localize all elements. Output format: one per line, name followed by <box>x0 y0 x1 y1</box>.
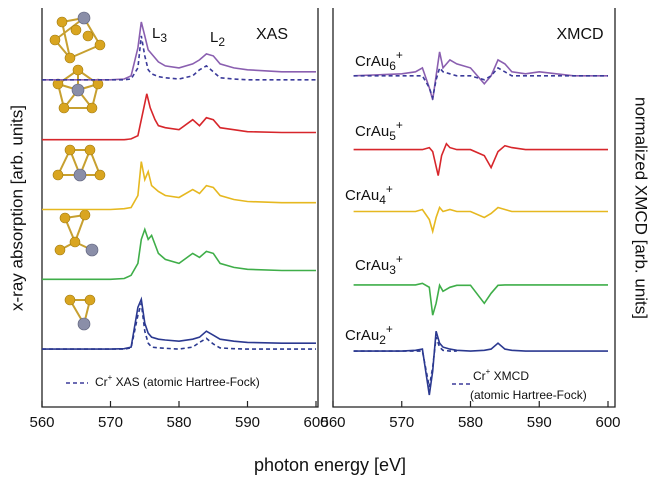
spectrum-line <box>354 283 608 315</box>
x-tick-label: 590 <box>527 414 552 431</box>
series-label-sup: + <box>396 252 403 266</box>
x-tick-label: 570 <box>389 414 414 431</box>
x-tick-label: 570 <box>98 414 123 431</box>
x-tick-label: 600 <box>595 414 620 431</box>
spectrum-line <box>354 144 608 176</box>
x-tick-label: 560 <box>29 414 54 431</box>
y-axis-label: normalized XMCD [arb. units] <box>632 97 651 319</box>
x-tick-label: 590 <box>235 414 260 431</box>
legend-text: (atomic Hartree-Fock) <box>470 388 587 402</box>
legend-text-part: XAS (atomic Hartree-Fock) <box>112 375 259 389</box>
series-label: CrAu4+ <box>345 182 393 207</box>
legend-text-part: Cr <box>95 375 108 389</box>
spectrum-line <box>354 208 608 232</box>
legend-text: Cr+ XAS (atomic Hartree-Fock) <box>95 373 260 389</box>
edge-label-text: L <box>210 29 218 46</box>
legend-text: Cr+ XMCD <box>473 367 529 383</box>
y-axis-label: x-ray absorption [arb. units] <box>7 105 26 311</box>
panel-title: XAS <box>256 26 288 43</box>
series-label-text: CrAu <box>345 327 379 344</box>
edge-label-sub: 2 <box>218 35 225 49</box>
series-label-sup: + <box>386 322 393 336</box>
spectrum-line <box>354 331 608 395</box>
edge-label: L2 <box>210 29 225 49</box>
series-label: CrAu6+ <box>355 48 403 73</box>
edge-label: L3 <box>152 25 167 45</box>
series-label-text: CrAu <box>355 257 389 274</box>
legend-text-part: Cr <box>473 369 486 383</box>
edge-label-sub: 3 <box>160 31 167 45</box>
series-label-sup: + <box>386 182 393 196</box>
x-tick-label: 560 <box>320 414 345 431</box>
series-label-text: CrAu <box>355 53 389 70</box>
spectrum-line <box>42 229 316 279</box>
cluster-icon <box>65 295 95 330</box>
panel-title: XMCD <box>556 26 603 43</box>
series-label: CrAu3+ <box>355 252 403 277</box>
cluster-icon <box>55 210 98 256</box>
cluster-icon <box>53 145 105 181</box>
series-label: CrAu2+ <box>345 322 393 347</box>
cluster-icon <box>50 12 105 63</box>
series-label-text: CrAu <box>355 123 389 140</box>
spectrum-line <box>42 94 316 140</box>
cluster-icon <box>53 65 103 113</box>
series-label-sup: + <box>396 48 403 62</box>
series-label: CrAu5+ <box>355 118 403 143</box>
x-tick-label: 580 <box>458 414 483 431</box>
legend-text-part: XMCD <box>490 369 529 383</box>
series-label-text: CrAu <box>345 187 379 204</box>
x-tick-label: 580 <box>166 414 191 431</box>
series-label-sup: + <box>396 118 403 132</box>
x-axis-label: photon energy [eV] <box>254 455 406 475</box>
edge-label-text: L <box>152 25 160 42</box>
figure: photon energy [eV] x-ray absorption [arb… <box>0 0 655 482</box>
